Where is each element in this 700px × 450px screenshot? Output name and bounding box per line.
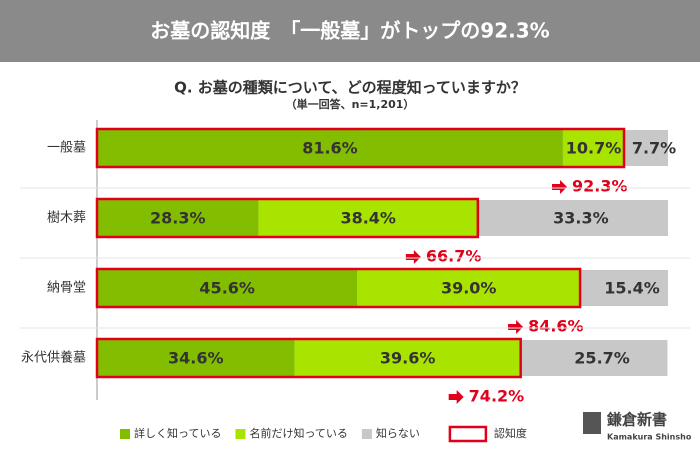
bar-segment bbox=[562, 130, 625, 166]
awareness-label: 66.7% bbox=[426, 247, 482, 266]
category-label: 樹木葬 bbox=[47, 211, 86, 226]
bar-segment bbox=[97, 340, 295, 376]
legend-swatch bbox=[448, 425, 488, 443]
category-label: 一般墓 bbox=[47, 140, 86, 156]
awareness-box bbox=[95, 337, 522, 379]
logo: 鎌倉新書 Kamakura Shinsho bbox=[583, 411, 692, 442]
logo-name: 鎌倉新書 bbox=[606, 411, 667, 429]
bar-segment bbox=[97, 270, 358, 306]
legend-label: 詳しく知っている bbox=[134, 426, 221, 440]
value-label: 38.4% bbox=[340, 209, 396, 228]
bar-segment bbox=[477, 200, 668, 236]
legend-swatch bbox=[235, 429, 246, 439]
legend-label: 名前だけ知っている bbox=[249, 426, 347, 440]
value-label: 10.7% bbox=[566, 139, 622, 158]
legend-label: 知らない bbox=[376, 426, 420, 440]
legend-swatch bbox=[120, 429, 130, 439]
bar-segment bbox=[580, 270, 668, 306]
value-label: 39.6% bbox=[380, 349, 436, 368]
bar-segment bbox=[97, 200, 259, 236]
logo-sub: Kamakura Shinsho bbox=[607, 433, 692, 442]
arrow-icon bbox=[508, 320, 524, 334]
value-label: 33.3% bbox=[553, 209, 609, 228]
value-label: 15.4% bbox=[604, 279, 660, 298]
bar-segment bbox=[294, 340, 521, 376]
value-label: 34.6% bbox=[168, 349, 224, 368]
value-label: 81.6% bbox=[302, 139, 358, 158]
value-label: 28.3% bbox=[150, 209, 206, 228]
value-label: 45.6% bbox=[199, 279, 255, 298]
subtitle: （単一回答、n=1,201） bbox=[286, 97, 415, 111]
value-label: 39.0% bbox=[441, 279, 497, 298]
bar-segment bbox=[520, 340, 668, 376]
legend-swatch bbox=[361, 429, 372, 439]
bar-segment bbox=[97, 130, 563, 166]
bar-segment bbox=[258, 200, 478, 236]
arrow-icon bbox=[405, 250, 421, 264]
value-label: 7.7% bbox=[632, 139, 676, 158]
logo-icon bbox=[583, 412, 601, 434]
awareness-box bbox=[95, 267, 582, 309]
arrow-icon bbox=[448, 390, 464, 404]
category-label: 納骨堂 bbox=[47, 281, 86, 296]
bar-segment bbox=[357, 270, 581, 306]
category-label: 永代供養墓 bbox=[21, 350, 86, 366]
question: Q. お墓の種類について、どの程度知っていますか？ bbox=[174, 79, 526, 97]
legend-label: 認知度 bbox=[494, 426, 527, 440]
awareness-box bbox=[95, 197, 480, 239]
chart-title: お墓の認知度 「一般墓」がトップの92.3% bbox=[150, 19, 549, 43]
awareness-label: 84.6% bbox=[528, 317, 584, 336]
arrow-icon bbox=[552, 180, 568, 194]
awareness-label: 92.3% bbox=[572, 177, 628, 196]
awareness-box bbox=[95, 127, 626, 169]
bar-segment bbox=[624, 130, 668, 166]
value-label: 25.7% bbox=[574, 349, 630, 368]
awareness-label: 74.2% bbox=[469, 387, 525, 406]
title-banner bbox=[0, 0, 700, 62]
